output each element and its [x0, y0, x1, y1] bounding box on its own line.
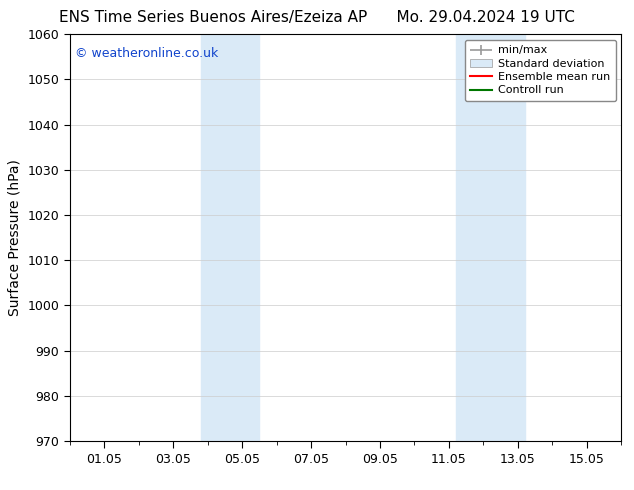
Bar	[456, 34, 525, 441]
Y-axis label: Surface Pressure (hPa): Surface Pressure (hPa)	[8, 159, 22, 316]
Legend: min/max, Standard deviation, Ensemble mean run, Controll run: min/max, Standard deviation, Ensemble me…	[465, 40, 616, 101]
Text: © weatheronline.co.uk: © weatheronline.co.uk	[75, 47, 219, 59]
Bar	[201, 34, 259, 441]
Text: ENS Time Series Buenos Aires/Ezeiza AP      Mo. 29.04.2024 19 UTC: ENS Time Series Buenos Aires/Ezeiza AP M…	[59, 10, 575, 25]
